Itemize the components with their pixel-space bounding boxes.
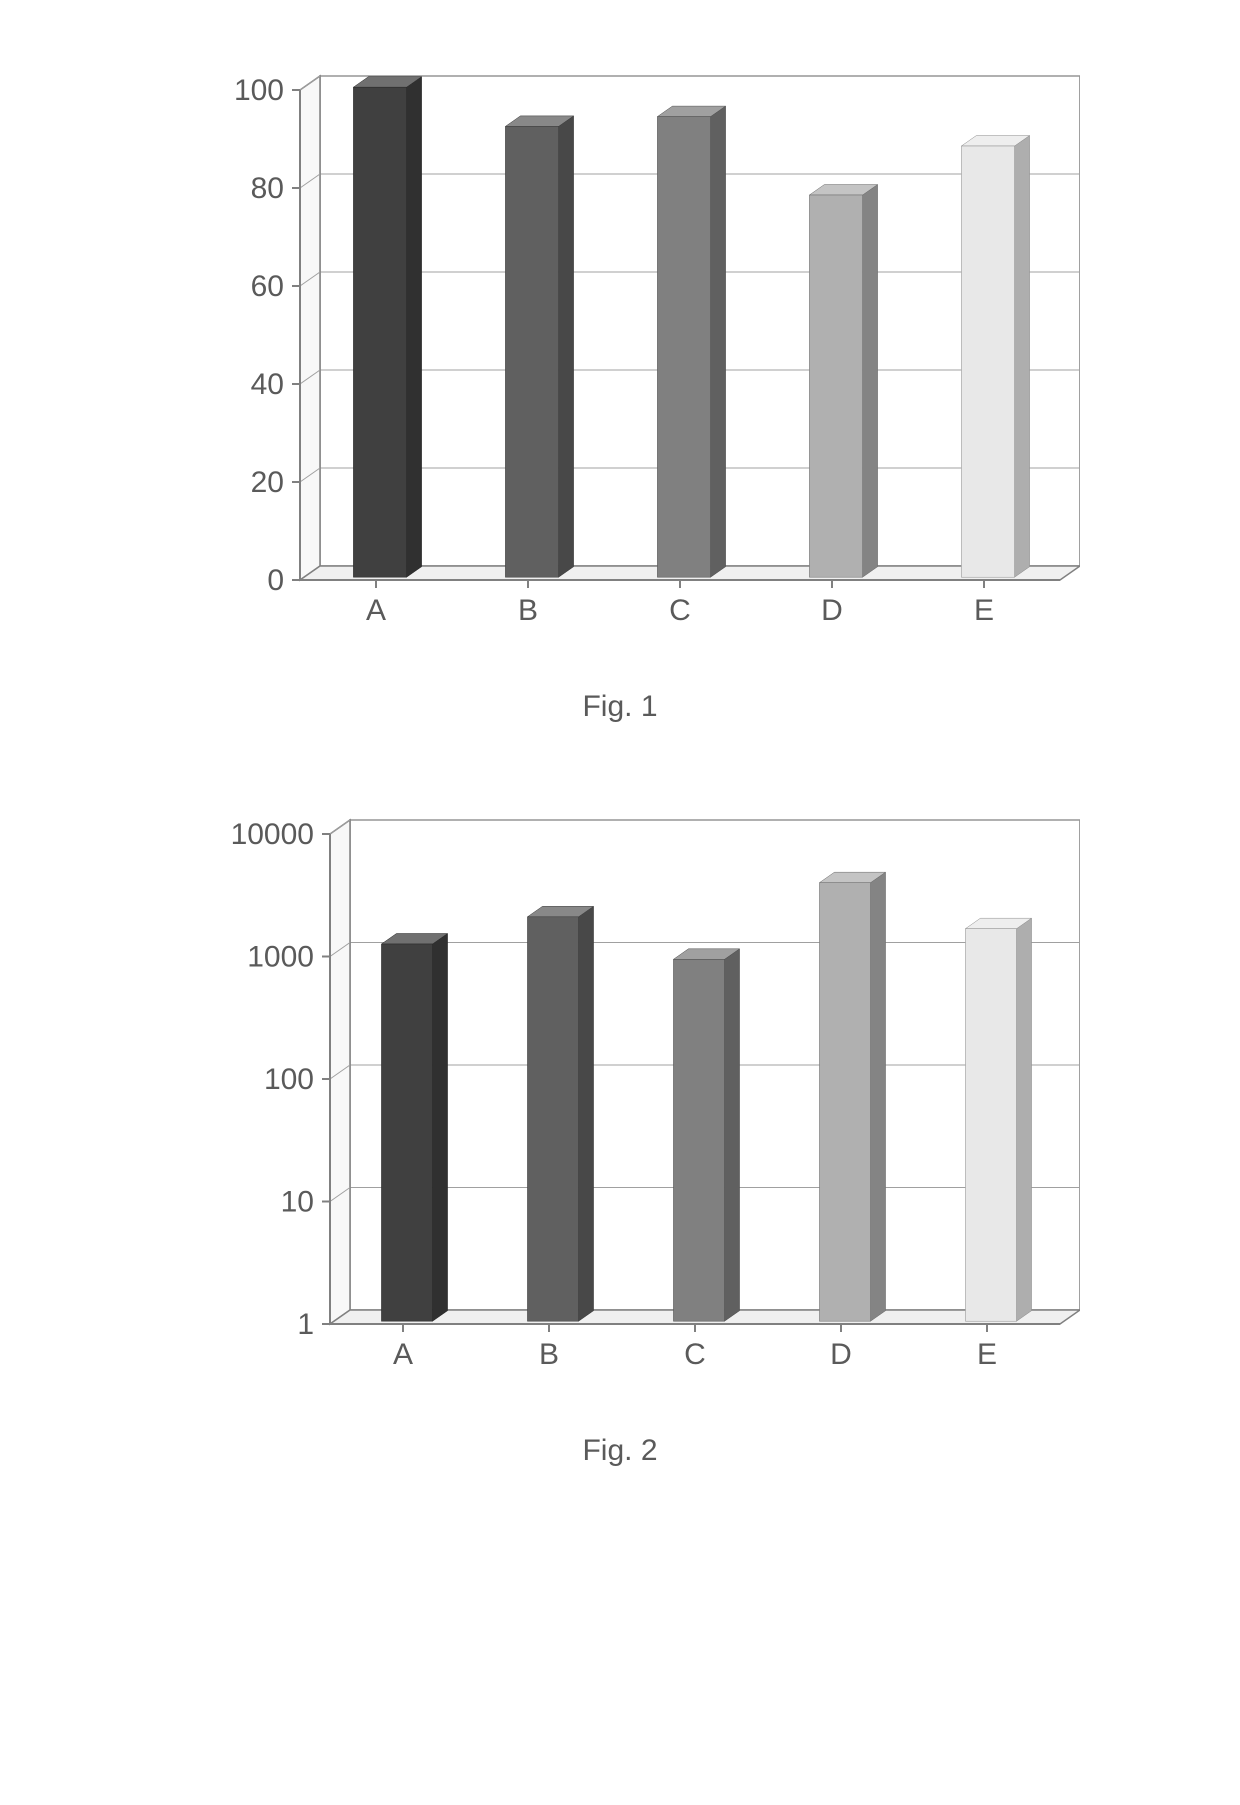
y-tick-label: 0 xyxy=(267,564,284,597)
chart-2-container: 1 10 100 1000 10000 A B C D E xyxy=(160,804,1080,1404)
y-tick-label: 100 xyxy=(264,1063,314,1096)
y-tick-label: 10 xyxy=(281,1186,314,1219)
y-tick-label: 80 xyxy=(251,172,284,205)
x-tick-label: D xyxy=(830,1338,852,1371)
x-tick-label: D xyxy=(821,594,843,627)
y-tick-label: 10000 xyxy=(231,818,314,851)
x-tick-label: C xyxy=(684,1338,706,1371)
y-tick-label: 100 xyxy=(234,74,284,107)
bar xyxy=(809,195,862,577)
page: 0 20 40 60 80 100 A B C D E Fig. 1 1 10 100 1000 10000… xyxy=(0,0,1240,1805)
figure-2-caption: Fig. 2 xyxy=(582,1434,657,1468)
y-tick-label: 20 xyxy=(251,466,284,499)
x-tick-label: C xyxy=(669,594,691,627)
figure-1-caption: Fig. 1 xyxy=(582,690,657,724)
bar xyxy=(381,944,432,1321)
chart-1-svg: 0 20 40 60 80 100 A B C D E xyxy=(160,60,1080,660)
x-tick-label: E xyxy=(974,594,994,627)
x-tick-label: B xyxy=(518,594,538,627)
y-tick-label: 40 xyxy=(251,368,284,401)
bar xyxy=(505,126,558,577)
x-tick-label: A xyxy=(366,594,386,627)
bar xyxy=(657,117,710,578)
bar xyxy=(965,929,1016,1322)
chart-2-svg: 1 10 100 1000 10000 A B C D E xyxy=(160,804,1080,1404)
x-tick-label: E xyxy=(977,1338,997,1371)
bar xyxy=(961,146,1014,577)
figure-1: 0 20 40 60 80 100 A B C D E Fig. 1 xyxy=(100,60,1140,724)
bar xyxy=(673,959,724,1321)
y-tick-label: 1000 xyxy=(247,941,314,974)
bar xyxy=(819,883,870,1322)
figure-2: 1 10 100 1000 10000 A B C D E Fig. 2 xyxy=(100,804,1140,1468)
y-tick-label: 60 xyxy=(251,270,284,303)
y-tick-label: 1 xyxy=(297,1308,314,1341)
x-tick-label: A xyxy=(393,1338,413,1371)
bar xyxy=(527,917,578,1321)
bar xyxy=(353,87,406,577)
chart-1-container: 0 20 40 60 80 100 A B C D E xyxy=(160,60,1080,660)
x-tick-label: B xyxy=(539,1338,559,1371)
